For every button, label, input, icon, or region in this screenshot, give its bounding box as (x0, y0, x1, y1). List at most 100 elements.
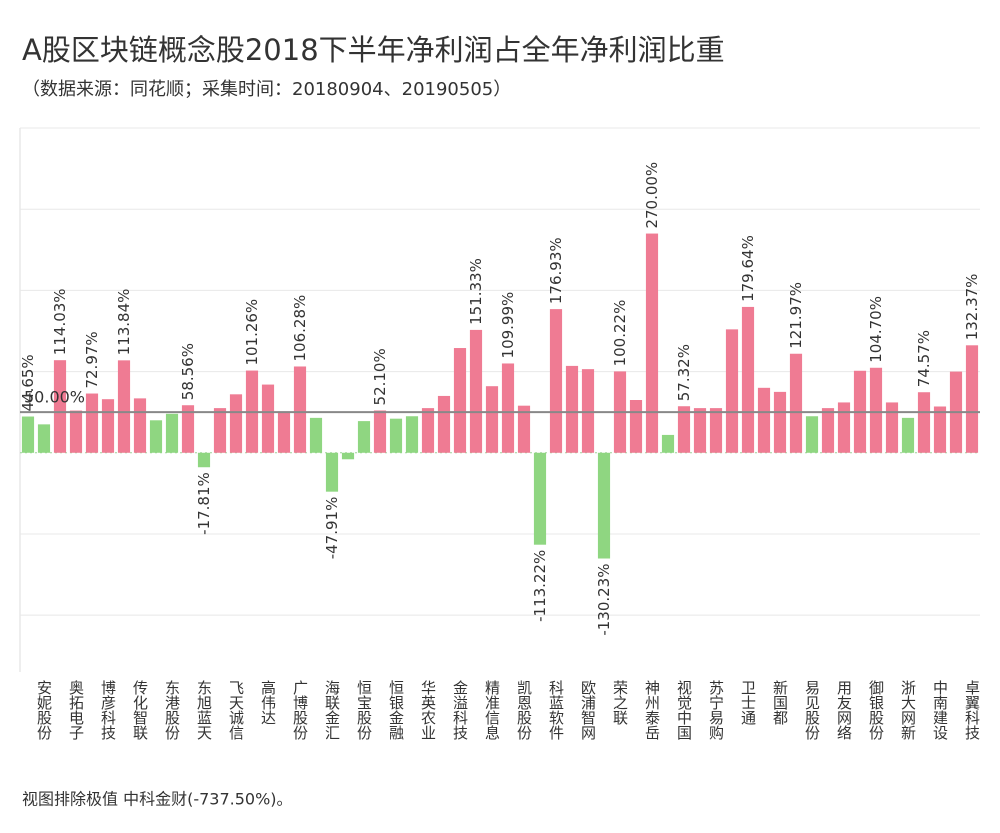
value-label: 179.64% (739, 235, 757, 302)
x-tick-label: 飞天诚信 (227, 680, 245, 740)
bar (389, 418, 403, 453)
value-label: 100.22% (611, 300, 629, 367)
x-tick-label: 金溢科技 (451, 680, 469, 741)
x-tick-label: 传化智联 (131, 680, 149, 741)
value-label: 132.37% (963, 274, 981, 341)
value-label: -47.91% (323, 497, 341, 560)
bar (693, 408, 707, 453)
x-tick-label: 苏宁易购 (707, 680, 725, 741)
x-tick-label: 奥拓电子 (67, 680, 85, 740)
bar (101, 399, 115, 453)
bar (325, 452, 339, 492)
bar (533, 452, 547, 545)
x-tick-label: 视觉中国 (675, 680, 693, 740)
bar (869, 367, 883, 453)
x-tick-label: 高伟达 (259, 680, 277, 725)
reference-label: 50.00% (24, 388, 85, 407)
bar (277, 411, 291, 453)
x-tick-label: 新国都 (771, 680, 789, 725)
value-label: 270.00% (643, 162, 661, 229)
x-tick-label: 浙大网新 (899, 680, 917, 741)
bar (757, 387, 771, 453)
bar (805, 416, 819, 453)
value-label: 113.84% (115, 289, 133, 356)
bar (181, 405, 195, 453)
bar (629, 400, 643, 453)
value-label: 106.28% (291, 295, 309, 362)
value-label: -17.81% (195, 472, 213, 535)
bar (725, 329, 739, 453)
bar (453, 348, 467, 453)
value-label: 121.97% (787, 282, 805, 349)
bar (309, 417, 323, 453)
x-tick-label: 卓翼科技 (963, 680, 981, 741)
bar (485, 386, 499, 453)
bar (341, 452, 355, 460)
x-tick-label: 荣之联 (611, 680, 629, 726)
bar (53, 360, 67, 453)
x-tick-label: 东港股份 (163, 680, 181, 741)
bar (709, 408, 723, 453)
x-tick-label: 恒银金融 (387, 680, 405, 740)
chart-subtitle: （数据来源：同花顺；采集时间：20180904、20190505） (22, 79, 511, 100)
bar (197, 452, 211, 468)
value-label: 176.93% (547, 237, 565, 304)
bar (21, 416, 35, 453)
value-label: 44.65% (19, 354, 37, 411)
bar (133, 398, 147, 453)
bar (437, 395, 451, 453)
x-tick-label: 广博股份 (291, 680, 309, 741)
bar (261, 384, 275, 453)
x-tick-label: 御银股份 (867, 680, 885, 741)
x-tick-label: 凯恩股份 (515, 680, 533, 741)
x-tick-label: 华英农业 (419, 680, 437, 740)
x-tick-label: 易见股份 (803, 680, 821, 741)
bar (565, 365, 579, 453)
bar (213, 408, 227, 453)
bar (837, 402, 851, 453)
x-tick-label: 欧浦智网 (579, 680, 597, 741)
bar (293, 366, 307, 453)
bar (69, 410, 83, 453)
bar (581, 369, 595, 453)
value-label: 104.70% (867, 296, 885, 363)
footnote: 视图排除极值 中科金财(-737.50%)。 (22, 790, 293, 809)
bar (165, 413, 179, 453)
bar (677, 406, 691, 453)
bar (549, 309, 563, 453)
value-label: 74.57% (915, 330, 933, 387)
bar (373, 410, 387, 453)
x-tick-label: 卫士通 (739, 680, 757, 725)
bar (357, 421, 371, 453)
value-label: 72.97% (83, 331, 101, 388)
x-tick-label: 海联金汇 (323, 680, 341, 740)
x-tick-label: 精准信息 (483, 680, 501, 740)
bar (885, 402, 899, 453)
x-tick-label: 神州泰岳 (643, 680, 661, 740)
bar (645, 233, 659, 453)
x-tick-label: 安妮股份 (35, 680, 53, 741)
bar (501, 363, 515, 453)
bar (117, 360, 131, 453)
value-label: 109.99% (499, 292, 517, 359)
bar (661, 434, 675, 453)
bar (901, 417, 915, 453)
value-label: -113.22% (531, 550, 549, 622)
x-tick-label: 科蓝软件 (547, 680, 565, 740)
x-tick-label: 东旭蓝天 (195, 680, 213, 740)
bar (421, 408, 435, 453)
value-label: 101.26% (243, 299, 261, 366)
bar (933, 406, 947, 453)
bar (469, 329, 483, 453)
bar (85, 393, 99, 453)
chart-title: A股区块链概念股2018下半年净利润占全年净利润比重 (22, 33, 725, 67)
bar (597, 452, 611, 559)
bar (965, 345, 979, 453)
value-label: -130.23% (595, 564, 613, 636)
x-tick-label: 中南建设 (931, 680, 949, 740)
bar (37, 424, 51, 453)
bar (821, 408, 835, 453)
bar (773, 391, 787, 453)
bar (229, 394, 243, 453)
